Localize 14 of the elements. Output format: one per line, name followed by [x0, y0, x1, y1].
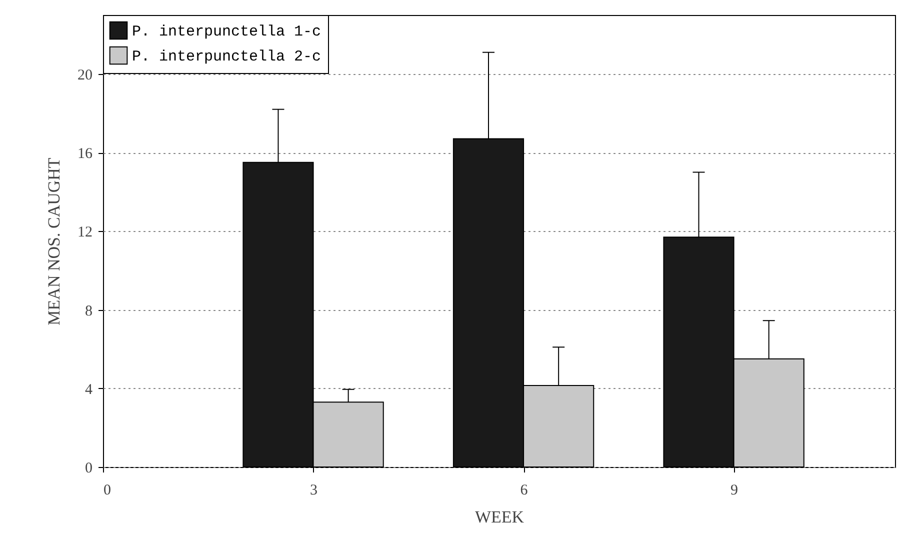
x-tick-label: 6 [520, 482, 528, 498]
y-tick-label: 20 [78, 67, 92, 84]
y-tick-label: 8 [85, 303, 92, 320]
y-axis-title: MEAN NOS. CAUGHT [44, 157, 64, 326]
legend-label: P. interpunctella 2-c [132, 48, 322, 66]
y-tick-label: 4 [85, 382, 93, 398]
legend-label: P. interpunctella 1-c [132, 24, 322, 40]
y-tick-label: 0 [85, 460, 92, 476]
y-tick-label: 16 [78, 146, 93, 162]
y-tick-label: 12 [78, 224, 92, 241]
x-axis-title: WEEK [474, 508, 525, 526]
x-tick-label: 0 [104, 482, 111, 498]
x-tick-label: 3 [310, 482, 318, 498]
x-tick-label: 9 [730, 482, 738, 498]
